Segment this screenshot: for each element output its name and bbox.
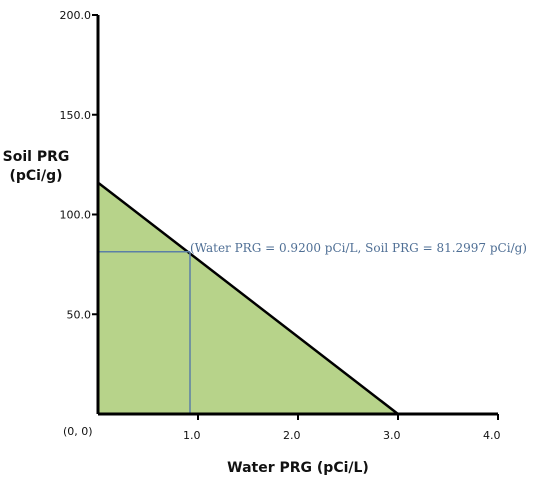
tick-labels: 1.0 2.0 3.0 4.0 50.0 100.0 150.0 200.0 <box>60 9 501 442</box>
y-tick-label: 100.0 <box>60 209 92 222</box>
y-axis-title-line-1: Soil PRG <box>3 149 70 165</box>
y-tick-label: 150.0 <box>60 109 92 122</box>
tick-marks <box>92 14 499 420</box>
x-tick-label: 1.0 <box>183 429 201 442</box>
y-tick-label: 200.0 <box>60 9 92 22</box>
y-axis-title-line-2: (pCi/g) <box>9 168 62 184</box>
y-tick-label: 50.0 <box>67 308 92 321</box>
x-tick-label: 3.0 <box>383 429 401 442</box>
x-tick-label: 4.0 <box>483 429 501 442</box>
boundary-line <box>97 181 399 415</box>
point-annotation: (Water PRG = 0.9200 pCi/L, Soil PRG = 81… <box>190 241 527 255</box>
origin-label: (0, 0) <box>63 425 93 438</box>
x-tick-label: 2.0 <box>283 429 301 442</box>
x-axis-title: Water PRG (pCi/L) <box>227 460 369 476</box>
